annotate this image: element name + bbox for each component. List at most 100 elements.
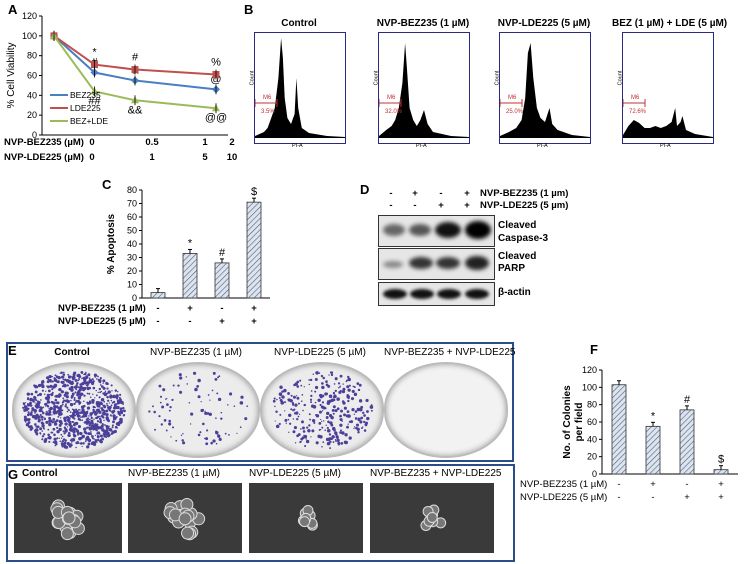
- colony: [300, 400, 303, 402]
- treatment-sign: -: [685, 479, 689, 490]
- colony: [279, 413, 282, 416]
- colony: [54, 444, 57, 447]
- colony: [307, 429, 311, 433]
- colony: [45, 376, 50, 380]
- y-tick-label: 80: [127, 185, 137, 195]
- colony: [309, 398, 313, 401]
- colony: [272, 399, 276, 403]
- colony: [318, 421, 322, 425]
- colony: [37, 418, 41, 422]
- colony: [53, 437, 57, 441]
- colony: [217, 376, 220, 379]
- colony: [65, 445, 69, 449]
- colony: [228, 434, 230, 436]
- treatment-sign: -: [651, 492, 655, 503]
- colony: [99, 415, 101, 418]
- colony: [76, 392, 80, 397]
- colony: [343, 406, 347, 410]
- colony: [60, 389, 63, 392]
- colony: [47, 400, 50, 404]
- significance-mark: #: [132, 52, 139, 64]
- colony: [41, 430, 44, 432]
- colony: [177, 384, 180, 387]
- colony: [33, 384, 36, 387]
- colony: [197, 378, 201, 383]
- colony: [239, 401, 244, 405]
- colony: [153, 410, 156, 414]
- colony: [182, 432, 184, 435]
- colony: [29, 404, 33, 407]
- significance-mark: *: [188, 237, 193, 249]
- colony: [92, 442, 97, 447]
- colony: [57, 409, 60, 412]
- colony: [48, 376, 51, 379]
- colony: [45, 412, 49, 416]
- colony: [204, 437, 206, 440]
- colony: [116, 416, 118, 418]
- colony: [204, 411, 208, 415]
- colony: [72, 376, 76, 380]
- colony: [35, 386, 37, 389]
- colony: [103, 392, 107, 397]
- colony: [358, 399, 363, 403]
- colony: [182, 441, 186, 445]
- colony: [67, 379, 72, 384]
- gate-label: M6: [387, 95, 396, 101]
- colony: [352, 385, 355, 387]
- colony: [335, 433, 338, 436]
- colony: [366, 416, 370, 421]
- colony: [55, 401, 59, 404]
- colony: [69, 411, 72, 413]
- colony: [289, 399, 293, 403]
- colony: [69, 439, 73, 442]
- treatment-sign: +: [219, 316, 225, 327]
- colony-plate: [136, 362, 260, 458]
- colony: [89, 401, 92, 405]
- colony: [300, 384, 303, 387]
- colony: [43, 416, 45, 418]
- colony: [92, 380, 95, 383]
- colony: [110, 415, 112, 417]
- dose-value: 0.5: [145, 137, 159, 148]
- colony: [192, 371, 197, 375]
- colony: [36, 394, 40, 397]
- colony: [342, 387, 346, 391]
- colony: [118, 399, 123, 404]
- colony: [212, 371, 216, 375]
- colony: [43, 433, 46, 436]
- colony: [60, 433, 63, 436]
- colony: [62, 373, 66, 376]
- colony: [65, 392, 67, 395]
- colony: [342, 401, 346, 405]
- colony-plate: [12, 362, 136, 458]
- colony: [110, 384, 113, 387]
- colony: [321, 445, 323, 448]
- colony: [122, 409, 125, 412]
- colony: [65, 403, 67, 406]
- colony: [84, 440, 87, 443]
- colony: [48, 419, 52, 423]
- colony: [63, 384, 67, 388]
- colony: [42, 406, 45, 409]
- colony: [36, 400, 40, 404]
- colony: [90, 434, 92, 436]
- colony: [304, 445, 307, 448]
- colony: [217, 434, 221, 438]
- colony: [47, 385, 50, 389]
- colony: [99, 377, 102, 380]
- colony: [80, 411, 84, 415]
- colony: [66, 384, 69, 387]
- plate-title: Control: [54, 347, 90, 358]
- colony: [53, 377, 56, 380]
- colony: [119, 409, 124, 414]
- colony: [59, 405, 63, 408]
- bar: [611, 384, 627, 475]
- colony: [280, 401, 284, 405]
- colony: [112, 420, 115, 424]
- colony: [166, 403, 169, 406]
- colony: [81, 377, 83, 380]
- colony: [329, 371, 333, 374]
- colony: [328, 437, 332, 441]
- colony: [315, 371, 319, 375]
- series-line: [53, 35, 217, 76]
